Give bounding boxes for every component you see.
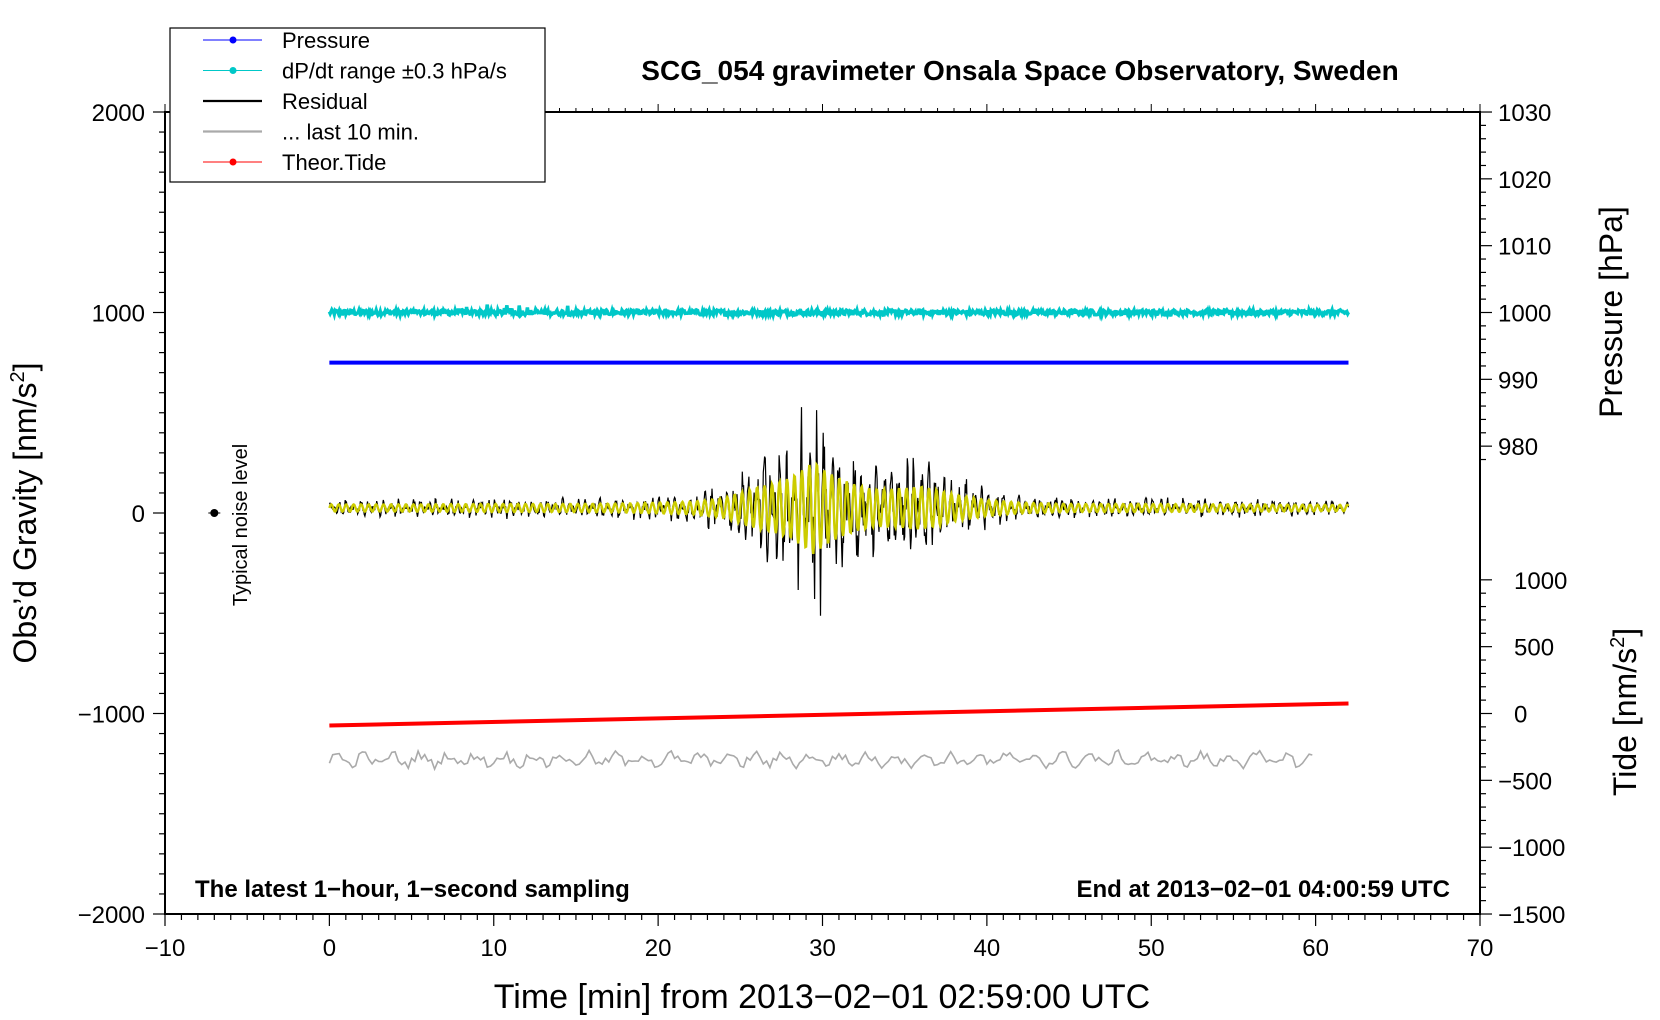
series-dpdt-range: [327, 303, 1351, 322]
y-left-tick-label: 2000: [92, 100, 145, 127]
series-residual-filtered: [328, 461, 1350, 555]
tide-tick-label: −1000: [1498, 835, 1565, 862]
x-tick-label: 60: [1302, 935, 1329, 962]
y-axis-pressure-label: Pressure [hPa]: [1593, 206, 1629, 418]
series-theor-tide: [329, 701, 1349, 728]
pressure-tick-label: 1030: [1498, 100, 1551, 127]
x-tick-label: −10: [145, 935, 186, 962]
y-left-tick-label: 0: [132, 501, 145, 528]
legend-box: [169, 27, 546, 183]
x-tick-label: 40: [974, 935, 1001, 962]
y-axis-pressure: 980 990 1000 1010 1020 1030: [1480, 100, 1551, 461]
series-layer: [327, 303, 1351, 772]
legend-marker: [229, 67, 237, 74]
legend-marker: [229, 36, 237, 44]
x-tick-label: 20: [645, 935, 672, 962]
legend-label: Residual: [282, 89, 368, 114]
x-axis-label: Time [min] from 2013−02−01 02:59:00 UTC: [494, 978, 1150, 1016]
tide-tick-label: −500: [1498, 768, 1552, 795]
noise-marker: [208, 509, 221, 517]
tide-tick-label: 1000: [1514, 568, 1567, 595]
tide-tick-label: 500: [1514, 635, 1554, 662]
pressure-tick-label: 990: [1498, 367, 1538, 394]
chart-title: SCG_054 gravimeter Onsala Space Observat…: [641, 55, 1398, 86]
x-tick-label: 50: [1138, 935, 1165, 962]
y-axis-left: −2000 −1000 0 1000 2000: [78, 100, 165, 929]
legend-label: ... last 10 min.: [282, 120, 419, 145]
tide-tick-label: −1500: [1498, 902, 1565, 929]
pressure-tick-label: 980: [1498, 434, 1538, 461]
legend: Pressure dP/dt range ±0.3 hPa/s Residual..…: [169, 27, 546, 183]
x-tick-label: 10: [480, 935, 507, 962]
tide-tick-label: 0: [1514, 702, 1527, 729]
noise-point: [210, 509, 219, 517]
y-left-tick-label: 1000: [92, 301, 145, 328]
x-tick-label: 30: [809, 935, 836, 962]
pressure-tick-label: 1010: [1498, 234, 1551, 261]
legend-item: Residual: [203, 89, 368, 114]
noise-label: Typical noise level: [230, 444, 252, 606]
x-axis: −10 0 10 20 30 40 50 60 70: [145, 104, 1494, 962]
y-left-tick-label: −2000: [78, 902, 145, 929]
pressure-tick-label: 1020: [1498, 167, 1551, 194]
series-last-10-min: [328, 748, 1313, 772]
legend-label: Theor.Tide: [282, 150, 386, 175]
legend-label: dP/dt range ±0.3 hPa/s: [282, 59, 507, 84]
series-residual: [328, 407, 1350, 616]
legend-label: Pressure: [282, 28, 370, 53]
pressure-tick-label: 1000: [1498, 301, 1551, 328]
legend-item: Pressure: [203, 28, 370, 53]
y-axis-tide: −1500 −1000 −500 0 500 1000: [1480, 568, 1567, 929]
y-left-tick-label: −1000: [78, 702, 145, 729]
sampling-annotation: The latest 1−hour, 1−second sampling: [195, 876, 630, 903]
y-axis-left-label: Obs’d Gravity [nm/s2]: [7, 363, 43, 664]
end-time-annotation: End at 2013−02−01 04:00:59 UTC: [1076, 876, 1450, 903]
legend-item: ... last 10 min.: [203, 120, 419, 145]
legend-item: Theor.Tide: [203, 150, 386, 175]
y-axis-tide-label: Tide [nm/s2]: [1607, 628, 1643, 796]
x-tick-label: 70: [1467, 935, 1494, 962]
x-tick-label: 0: [323, 935, 336, 962]
legend-item: dP/dt range ±0.3 hPa/s: [203, 59, 507, 84]
legend-marker: [229, 158, 237, 166]
